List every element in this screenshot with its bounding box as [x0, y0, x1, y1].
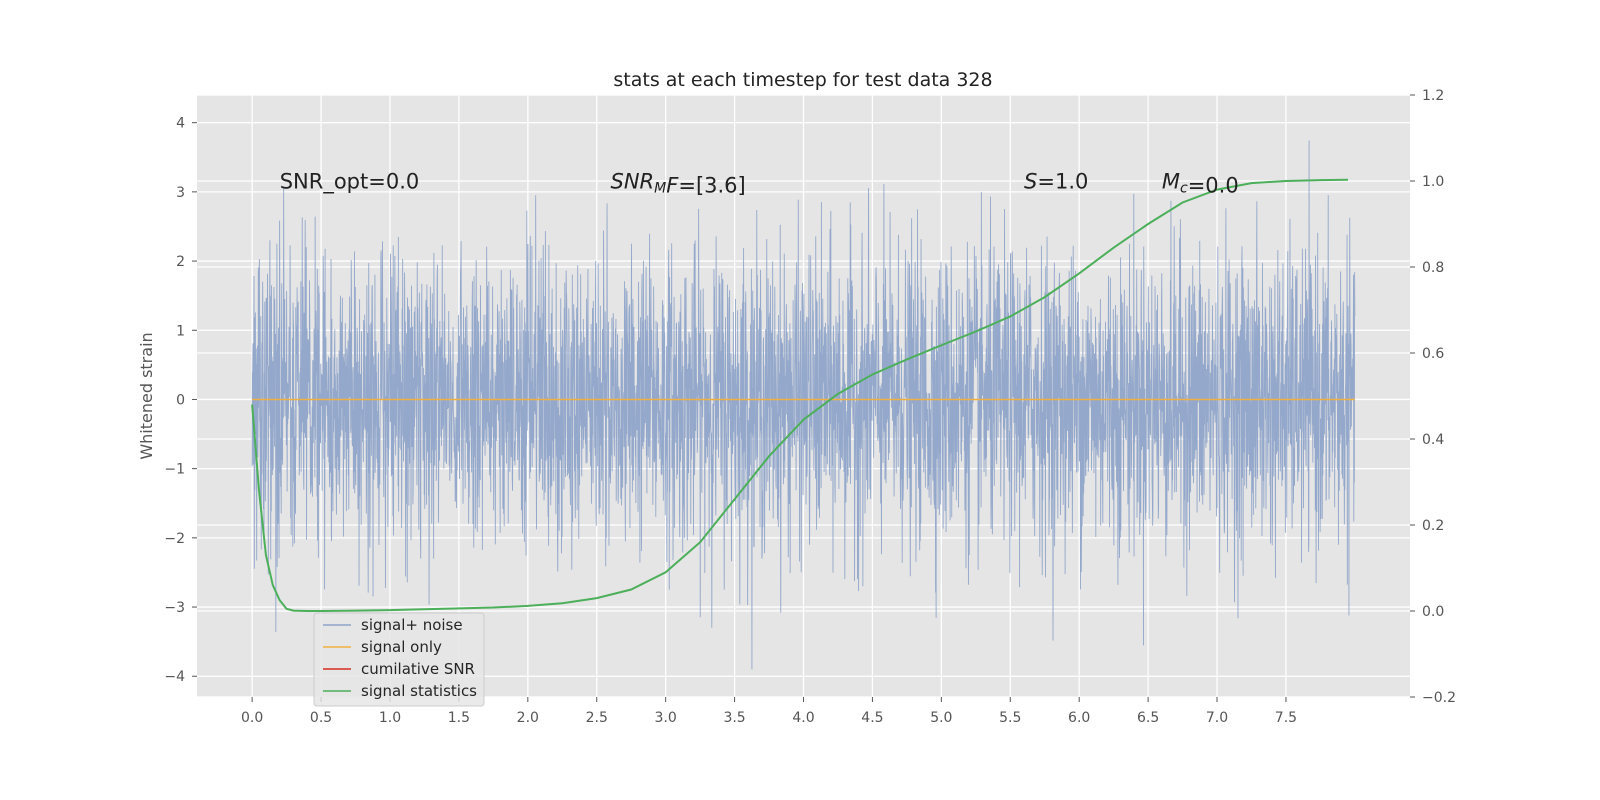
x-tick-label: 7.0: [1206, 710, 1228, 726]
y-tick-label: 0: [176, 392, 185, 408]
x-tick-label: 7.5: [1275, 710, 1297, 726]
series-signal-noise-line: [251, 140, 1356, 670]
annotation-part: c: [1180, 180, 1188, 196]
annotation-2: SNRMF=[3.6]: [611, 169, 746, 197]
y-tick-label: −3: [164, 600, 185, 616]
x-tick-label: 6.5: [1137, 710, 1159, 726]
legend-label: signal only: [361, 638, 442, 656]
y2-tick-label: −0.2: [1422, 690, 1456, 706]
annotation-3: S=1.0: [1024, 169, 1088, 193]
x-tick-label: 3.0: [655, 710, 677, 726]
y-axis-right: 1.2 1.0 0.8 0.6 0.4 0.2 0.0 −0.2: [1410, 88, 1456, 706]
series-signal-noise: [251, 140, 1356, 670]
annotation-part: S: [1024, 169, 1037, 193]
y2-tick-label: 1.2: [1422, 88, 1444, 104]
x-tick-label: 1.5: [448, 710, 470, 726]
x-tick-label: 0.0: [241, 710, 263, 726]
y-tick-label: −4: [164, 669, 185, 685]
y-tick-label: −2: [164, 531, 185, 547]
x-tick-label: 5.0: [930, 710, 952, 726]
x-tick-label: 0.5: [310, 710, 332, 726]
x-tick-label: 6.0: [1068, 710, 1090, 726]
y2-tick-label: 0.4: [1422, 432, 1444, 448]
annotation-part: SNR: [611, 169, 655, 193]
y-tick-label: −1: [164, 462, 185, 478]
y2-tick-label: 0.2: [1422, 518, 1444, 534]
y2-tick-label: 0.6: [1422, 346, 1444, 362]
annotation-1: SNR_opt=0.0: [280, 169, 420, 194]
legend-box: [313, 612, 485, 707]
series-lines: [251, 178, 1355, 612]
x-tick-label: 5.5: [999, 710, 1021, 726]
legend-label: cumilative SNR: [361, 660, 475, 678]
x-tick-label: 1.0: [379, 710, 401, 726]
y-axis-label: Whitened strain: [137, 332, 156, 459]
y-axis-left: 4 3 2 1 0 −1 −2 −3 −4: [164, 116, 197, 685]
x-axis: 0.0 0.5 1.0 1.5 2.0 2.5 3.0 3.5 4.0 4.5 5.0 5.5 6.0 6…: [241, 697, 1297, 726]
annotation-part: M: [1162, 169, 1180, 193]
x-tick-label: 2.5: [586, 710, 608, 726]
y-tick-label: 1: [176, 323, 185, 339]
x-tick-label: 2.0: [517, 710, 539, 726]
y2-tick-label: 0.0: [1422, 604, 1444, 620]
x-tick-label: 4.5: [861, 710, 883, 726]
annotation-part: =1.0: [1037, 169, 1088, 193]
legend-label: signal+ noise: [361, 616, 463, 634]
annotations: SNR_opt=0.0 SNRMF=[3.6] S=1.0 Mc=0.0: [280, 169, 1239, 197]
x-tick-label: 3.5: [723, 710, 745, 726]
x-tick-label: 4.0: [792, 710, 814, 726]
legend-label: signal statistics: [361, 682, 477, 700]
legend: signal+ noise signal only cumilative SNR si…: [313, 612, 485, 707]
y-tick-label: 4: [176, 116, 185, 132]
annotation-4: Mc=0.0: [1162, 169, 1239, 197]
y2-tick-label: 1.0: [1422, 174, 1444, 190]
series-line-3: [251, 178, 1348, 612]
annotation-part: =[3.6]: [678, 173, 745, 197]
y-tick-label: 2: [176, 254, 185, 270]
annotation-part: =0.0: [1188, 173, 1239, 197]
y-tick-label: 3: [176, 185, 185, 201]
annotation-part: F: [666, 173, 679, 197]
annotation-part: M: [654, 180, 666, 196]
chart-title: stats at each timestep for test data 328: [613, 69, 992, 91]
y2-tick-label: 0.8: [1422, 260, 1444, 276]
